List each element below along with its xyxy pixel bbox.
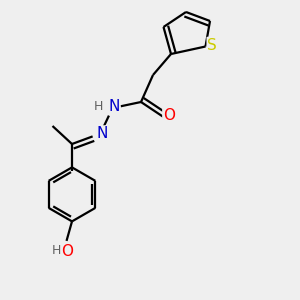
Text: N: N [108, 99, 120, 114]
Text: O: O [163, 108, 175, 123]
Text: H: H [52, 244, 62, 257]
Text: N: N [96, 126, 108, 141]
Text: H: H [94, 100, 103, 113]
Text: O: O [61, 244, 74, 260]
Text: S: S [207, 38, 217, 52]
